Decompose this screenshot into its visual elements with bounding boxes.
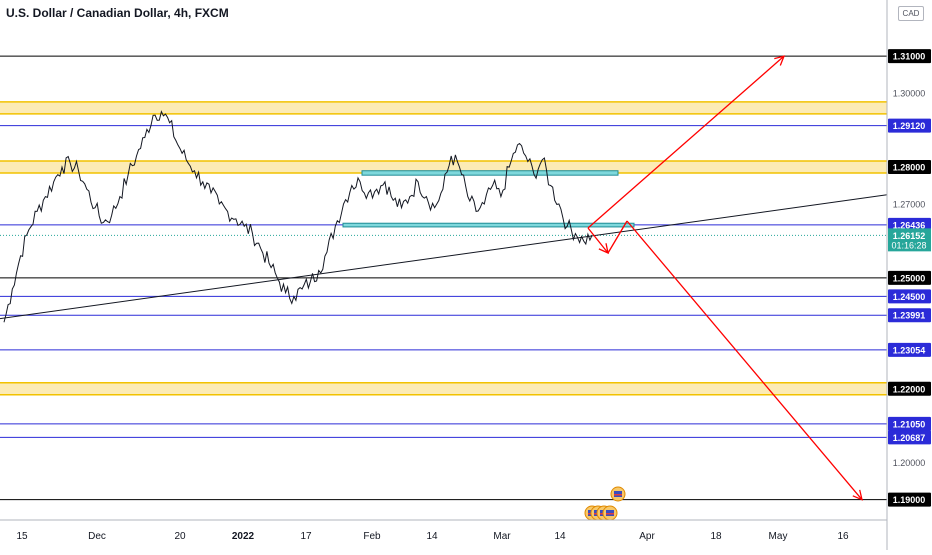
x-tick-0: 15 xyxy=(16,531,28,542)
x-tick-7: Mar xyxy=(493,531,511,542)
annotation-layer[interactable] xyxy=(0,55,888,521)
upper-range-box[interactable] xyxy=(361,170,619,176)
price-label-9: 1.22000 xyxy=(893,384,926,394)
price-label-5: 1.25000 xyxy=(893,273,926,283)
lower-range-box[interactable] xyxy=(342,222,635,228)
y-tick-2: 1.20000 xyxy=(893,458,926,468)
x-tick-6: 14 xyxy=(426,531,438,542)
price-label-3: 1.28000 xyxy=(893,163,926,173)
y-tick-1: 1.27000 xyxy=(893,200,926,210)
zone-9 xyxy=(0,382,887,395)
price-layer xyxy=(3,110,593,323)
price-label-bg-11 xyxy=(888,430,931,445)
price-label-bg-7 xyxy=(888,308,931,323)
x-tick-4: 17 xyxy=(300,531,312,542)
level-layer xyxy=(0,55,887,501)
x-tick-8: 14 xyxy=(554,531,566,542)
current-price-label: 1.26152 xyxy=(893,231,926,241)
x-tick-9: Apr xyxy=(639,531,655,542)
current-price-bg xyxy=(888,228,931,252)
price-label-bg-9 xyxy=(888,381,931,396)
chart-title: U.S. Dollar / Canadian Dollar, 4h, FXCM xyxy=(6,6,229,20)
currency-badge[interactable]: CAD xyxy=(898,6,924,21)
price-label-12: 1.19000 xyxy=(893,495,926,505)
arrow-up-projection[interactable] xyxy=(587,55,785,229)
price-label-11: 1.20687 xyxy=(893,433,926,443)
arrow-dip[interactable] xyxy=(587,227,609,254)
price-label-bg-2 xyxy=(888,118,931,133)
countdown-label: 01:16:28 xyxy=(891,240,926,250)
x-tick-11: May xyxy=(769,531,788,542)
price-label-bg-5 xyxy=(888,270,931,285)
zone-layer xyxy=(0,101,887,396)
price-label-bg-10 xyxy=(888,416,931,431)
price-label-2: 1.29120 xyxy=(893,121,926,131)
price-series-line xyxy=(3,110,593,323)
event-flag-stripe-4 xyxy=(614,494,622,496)
arrow-down-projection[interactable] xyxy=(626,220,863,501)
price-label-bg-0 xyxy=(888,49,931,64)
price-label-10: 1.21050 xyxy=(893,419,926,429)
price-label-bg-12 xyxy=(888,492,931,507)
trendline[interactable] xyxy=(0,194,888,320)
price-label-bg-8 xyxy=(888,342,931,357)
arrow-rebound[interactable] xyxy=(607,220,628,254)
zone-3 xyxy=(0,161,887,174)
x-tick-1: Dec xyxy=(88,531,106,542)
arrow-down-projection-head xyxy=(852,489,863,501)
price-label-8: 1.23054 xyxy=(893,345,926,355)
price-label-4: 1.26436 xyxy=(893,220,926,230)
price-label-bg-3 xyxy=(888,160,931,175)
zone-1 xyxy=(0,101,887,114)
price-label-7: 1.23991 xyxy=(893,311,926,321)
x-tick-10: 18 xyxy=(710,531,722,542)
price-label-0: 1.31000 xyxy=(893,52,926,62)
x-tick-5: Feb xyxy=(363,531,381,542)
price-label-bg-6 xyxy=(888,289,931,304)
event-flag-stripe-3 xyxy=(606,513,614,515)
x-tick-12: 16 xyxy=(837,531,849,542)
x-tick-3: 2022 xyxy=(232,531,255,542)
y-tick-0: 1.30000 xyxy=(893,89,926,99)
arrow-up-projection-head xyxy=(774,55,786,66)
x-tick-2: 20 xyxy=(174,531,186,542)
price-label-6: 1.24500 xyxy=(893,292,926,302)
